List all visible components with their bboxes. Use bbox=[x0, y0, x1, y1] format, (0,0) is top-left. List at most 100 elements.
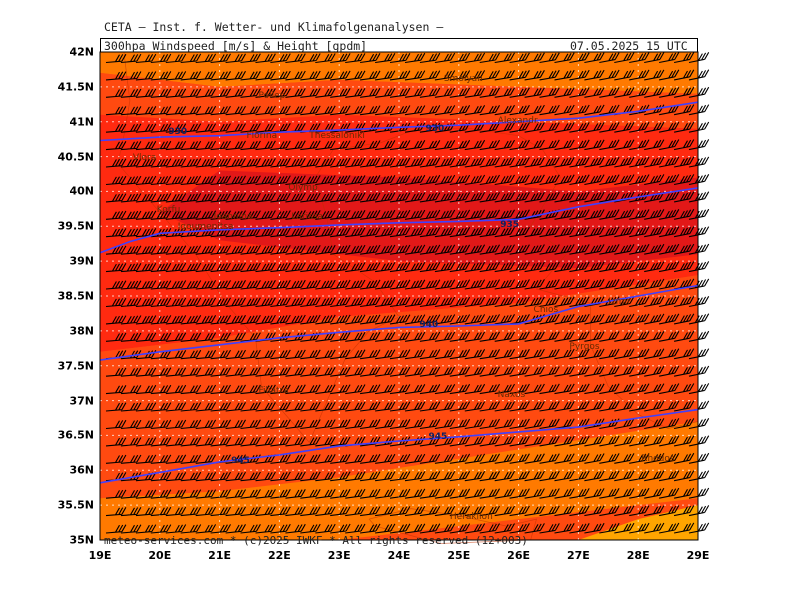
wind-barb bbox=[509, 366, 530, 377]
wind-barb bbox=[524, 244, 545, 255]
wind-barb bbox=[360, 349, 381, 360]
wind-barb bbox=[629, 435, 650, 447]
wind-barb bbox=[255, 489, 276, 499]
wind-barb bbox=[599, 488, 620, 499]
wind-barb bbox=[524, 226, 545, 238]
wind-barb bbox=[255, 349, 276, 360]
wind-barb bbox=[135, 297, 157, 308]
wind-barb bbox=[464, 87, 486, 98]
wind-barb bbox=[345, 227, 366, 238]
wind-barb bbox=[554, 209, 575, 220]
wind-barb bbox=[599, 400, 620, 412]
wind-barb bbox=[658, 191, 680, 203]
wind-barb bbox=[673, 418, 695, 430]
wind-barb bbox=[688, 452, 710, 464]
wind-barb bbox=[509, 331, 530, 342]
wind-barb bbox=[120, 367, 142, 377]
wind-barb bbox=[509, 296, 530, 308]
wind-barb bbox=[569, 366, 590, 377]
wind-barb bbox=[449, 70, 471, 81]
wind-barb bbox=[584, 296, 605, 308]
wind-barb bbox=[464, 192, 486, 203]
wind-barb bbox=[270, 489, 291, 499]
wind-barb bbox=[225, 140, 246, 151]
wind-barb bbox=[584, 191, 605, 203]
wind-barb bbox=[434, 122, 456, 133]
wind-barb bbox=[509, 174, 530, 186]
wind-barb bbox=[673, 86, 695, 98]
wind-barb bbox=[180, 210, 202, 220]
wind-barb bbox=[464, 139, 486, 151]
lat-lon-grid bbox=[100, 52, 698, 540]
wind-barb bbox=[554, 87, 575, 98]
wind-barb bbox=[449, 122, 471, 133]
lat-tick-label: 39.5N bbox=[57, 219, 94, 233]
wind-barb bbox=[554, 52, 575, 64]
wind-barb bbox=[210, 280, 231, 290]
wind-barb bbox=[494, 453, 515, 464]
wind-barb bbox=[434, 209, 456, 220]
wind-barb bbox=[584, 418, 605, 430]
wind-barb bbox=[614, 244, 635, 255]
wind-barb bbox=[539, 157, 560, 168]
wind-barb bbox=[330, 70, 351, 81]
wind-barb bbox=[285, 506, 306, 517]
wind-barb bbox=[225, 349, 246, 360]
wind-barb bbox=[330, 227, 351, 238]
shading-band bbox=[100, 275, 698, 499]
wind-barb bbox=[375, 471, 396, 482]
wind-barb bbox=[165, 71, 187, 81]
wind-barb bbox=[225, 262, 246, 273]
wind-barb bbox=[688, 348, 710, 360]
wind-barb bbox=[629, 226, 650, 238]
wind-barb bbox=[539, 488, 560, 499]
wind-barb bbox=[195, 402, 217, 412]
wind-barb bbox=[419, 244, 441, 255]
wind-barb bbox=[105, 123, 127, 133]
wind-barb bbox=[509, 279, 530, 290]
wind-barb bbox=[389, 244, 411, 255]
wind-barb bbox=[524, 348, 545, 360]
wind-barb bbox=[345, 70, 366, 81]
wind-barb bbox=[345, 419, 366, 430]
wind-barb bbox=[539, 209, 560, 220]
wind-barb bbox=[360, 122, 381, 133]
wind-barb bbox=[300, 367, 321, 377]
wind-barb bbox=[434, 384, 456, 395]
wind-barb bbox=[300, 70, 321, 81]
wind-barb bbox=[210, 123, 231, 133]
wind-barb bbox=[389, 331, 411, 342]
wind-barb bbox=[524, 505, 545, 517]
wind-barb bbox=[614, 505, 635, 517]
wind-barb bbox=[375, 192, 396, 203]
wind-barb bbox=[509, 383, 530, 395]
wind-barb bbox=[569, 209, 590, 220]
wind-barb bbox=[419, 209, 441, 220]
wind-barb bbox=[464, 296, 486, 308]
place-label: Izmir bbox=[608, 296, 631, 307]
wind-barb bbox=[135, 367, 157, 377]
wind-barb bbox=[195, 158, 217, 168]
wind-barb bbox=[150, 280, 172, 290]
wind-barb bbox=[135, 454, 157, 464]
wind-barb bbox=[345, 192, 366, 203]
wind-barb bbox=[554, 435, 575, 447]
wind-barb bbox=[330, 262, 351, 273]
wind-barb bbox=[345, 88, 366, 98]
wind-barb bbox=[285, 175, 306, 186]
wind-barb bbox=[644, 139, 665, 151]
wind-barb bbox=[569, 122, 590, 133]
wind-barb bbox=[629, 522, 650, 534]
wind-barb bbox=[569, 488, 590, 499]
wind-barb bbox=[195, 227, 217, 238]
wind-barb bbox=[584, 209, 605, 220]
wind-barb bbox=[195, 524, 217, 534]
height-contour bbox=[99, 187, 699, 254]
wind-barb bbox=[614, 435, 635, 447]
wind-barb bbox=[255, 192, 276, 203]
wind-barb bbox=[240, 158, 261, 168]
wind-barb bbox=[255, 262, 276, 273]
wind-barb bbox=[629, 331, 650, 342]
wind-barb bbox=[255, 436, 276, 447]
shading-band bbox=[100, 421, 698, 540]
